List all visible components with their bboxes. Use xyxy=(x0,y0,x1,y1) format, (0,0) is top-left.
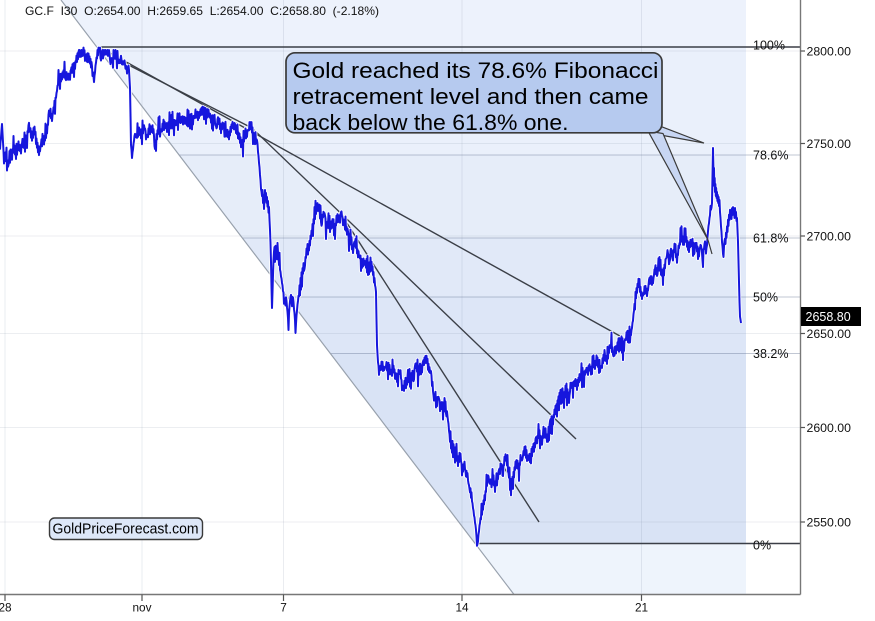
svg-text:0%: 0% xyxy=(753,538,771,552)
svg-text:21: 21 xyxy=(635,601,648,615)
svg-text:2600.00: 2600.00 xyxy=(807,421,852,435)
svg-text:retracement level and then cam: retracement level and then came xyxy=(293,84,649,109)
svg-text:GoldPriceForecast.com: GoldPriceForecast.com xyxy=(53,521,199,538)
svg-text:50%: 50% xyxy=(753,290,778,304)
svg-text:2750.00: 2750.00 xyxy=(807,137,852,151)
svg-text:14: 14 xyxy=(455,601,469,615)
svg-text:2650.00: 2650.00 xyxy=(807,327,852,341)
svg-text:nov: nov xyxy=(132,601,151,615)
svg-text:2700.00: 2700.00 xyxy=(807,229,852,243)
svg-text:7: 7 xyxy=(280,601,287,615)
svg-text:61.8%: 61.8% xyxy=(753,231,788,245)
svg-text:28: 28 xyxy=(0,601,12,615)
svg-text:back below the 61.8% one.: back below the 61.8% one. xyxy=(293,110,569,135)
svg-text:2800.00: 2800.00 xyxy=(807,44,852,58)
svg-text:2550.00: 2550.00 xyxy=(807,515,852,529)
svg-text:78.6%: 78.6% xyxy=(753,148,788,162)
svg-text:38.2%: 38.2% xyxy=(753,347,788,361)
svg-text:GC.F I30 O:2654.00 H:2659.6: GC.F I30 O:2654.00 H:2659.65 L:2654.00 C… xyxy=(25,5,379,18)
svg-text:2658.80: 2658.80 xyxy=(806,310,851,324)
svg-text:100%: 100% xyxy=(753,38,785,52)
svg-text:Gold reached its 78.6% Fibonac: Gold reached its 78.6% Fibonacci xyxy=(293,58,659,83)
